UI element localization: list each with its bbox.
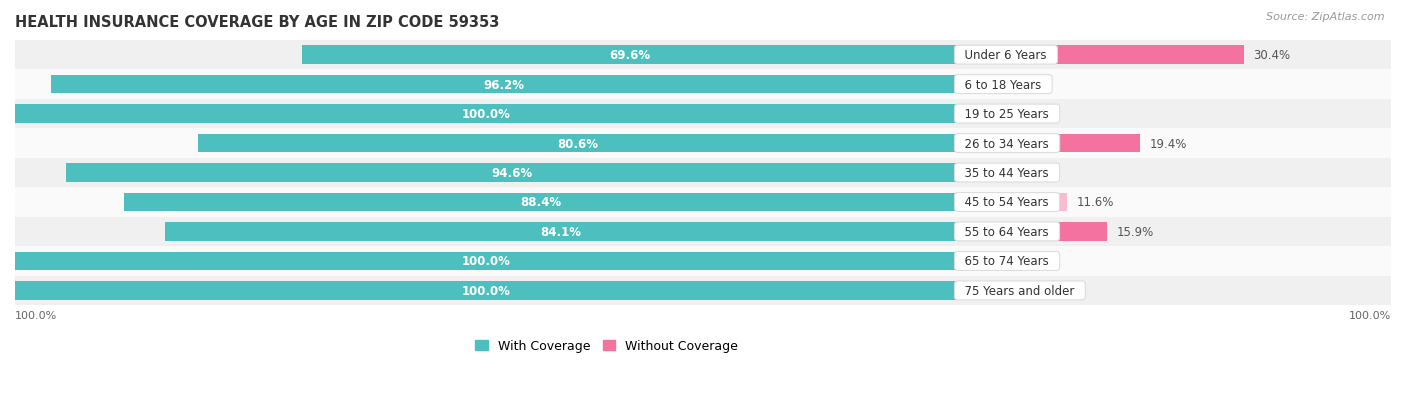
Text: 96.2%: 96.2%: [484, 78, 524, 91]
Bar: [165, 223, 957, 241]
Text: 30.4%: 30.4%: [1253, 49, 1291, 62]
Text: 100.0%: 100.0%: [15, 310, 58, 320]
Text: 100.0%: 100.0%: [461, 108, 510, 121]
Text: 19.4%: 19.4%: [1150, 137, 1187, 150]
Text: 69.6%: 69.6%: [609, 49, 650, 62]
Bar: [301, 46, 957, 64]
Text: 100.0%: 100.0%: [461, 255, 510, 268]
Text: 94.6%: 94.6%: [491, 166, 533, 180]
Text: 65 to 74 Years: 65 to 74 Years: [957, 255, 1057, 268]
Text: 15.9%: 15.9%: [1116, 225, 1154, 238]
Text: Under 6 Years: Under 6 Years: [957, 49, 1054, 62]
Bar: [51, 76, 957, 94]
Bar: [957, 164, 1008, 182]
Bar: [66, 164, 957, 182]
Bar: [957, 76, 993, 94]
Text: 55 to 64 Years: 55 to 64 Years: [957, 225, 1056, 238]
Text: 3.8%: 3.8%: [1002, 78, 1032, 91]
Text: 0.0%: 0.0%: [967, 284, 997, 297]
Text: Source: ZipAtlas.com: Source: ZipAtlas.com: [1267, 12, 1385, 22]
Text: 84.1%: 84.1%: [541, 225, 582, 238]
Bar: [15, 217, 1391, 247]
Text: 0.0%: 0.0%: [967, 255, 997, 268]
Legend: With Coverage, Without Coverage: With Coverage, Without Coverage: [470, 335, 744, 357]
Text: 19 to 25 Years: 19 to 25 Years: [957, 108, 1057, 121]
Text: 5.4%: 5.4%: [1018, 166, 1047, 180]
Text: 0.0%: 0.0%: [967, 108, 997, 121]
Bar: [15, 70, 1391, 100]
Text: 26 to 34 Years: 26 to 34 Years: [957, 137, 1057, 150]
Bar: [15, 252, 957, 271]
Bar: [15, 188, 1391, 217]
Bar: [957, 193, 1067, 211]
Text: 88.4%: 88.4%: [520, 196, 561, 209]
Bar: [15, 159, 1391, 188]
Bar: [15, 100, 1391, 129]
Text: 100.0%: 100.0%: [461, 284, 510, 297]
Bar: [15, 129, 1391, 159]
Text: 100.0%: 100.0%: [1348, 310, 1391, 320]
Bar: [957, 135, 1140, 153]
Text: 6 to 18 Years: 6 to 18 Years: [957, 78, 1049, 91]
Bar: [15, 105, 957, 123]
Bar: [15, 247, 1391, 276]
Text: 35 to 44 Years: 35 to 44 Years: [957, 166, 1056, 180]
Bar: [15, 41, 1391, 70]
Bar: [15, 276, 1391, 305]
Bar: [198, 135, 957, 153]
Text: 75 Years and older: 75 Years and older: [957, 284, 1083, 297]
Bar: [957, 46, 1244, 64]
Text: 80.6%: 80.6%: [557, 137, 598, 150]
Text: HEALTH INSURANCE COVERAGE BY AGE IN ZIP CODE 59353: HEALTH INSURANCE COVERAGE BY AGE IN ZIP …: [15, 15, 499, 30]
Bar: [15, 282, 957, 300]
Text: 45 to 54 Years: 45 to 54 Years: [957, 196, 1056, 209]
Text: 11.6%: 11.6%: [1076, 196, 1114, 209]
Bar: [957, 223, 1108, 241]
Bar: [124, 193, 957, 211]
